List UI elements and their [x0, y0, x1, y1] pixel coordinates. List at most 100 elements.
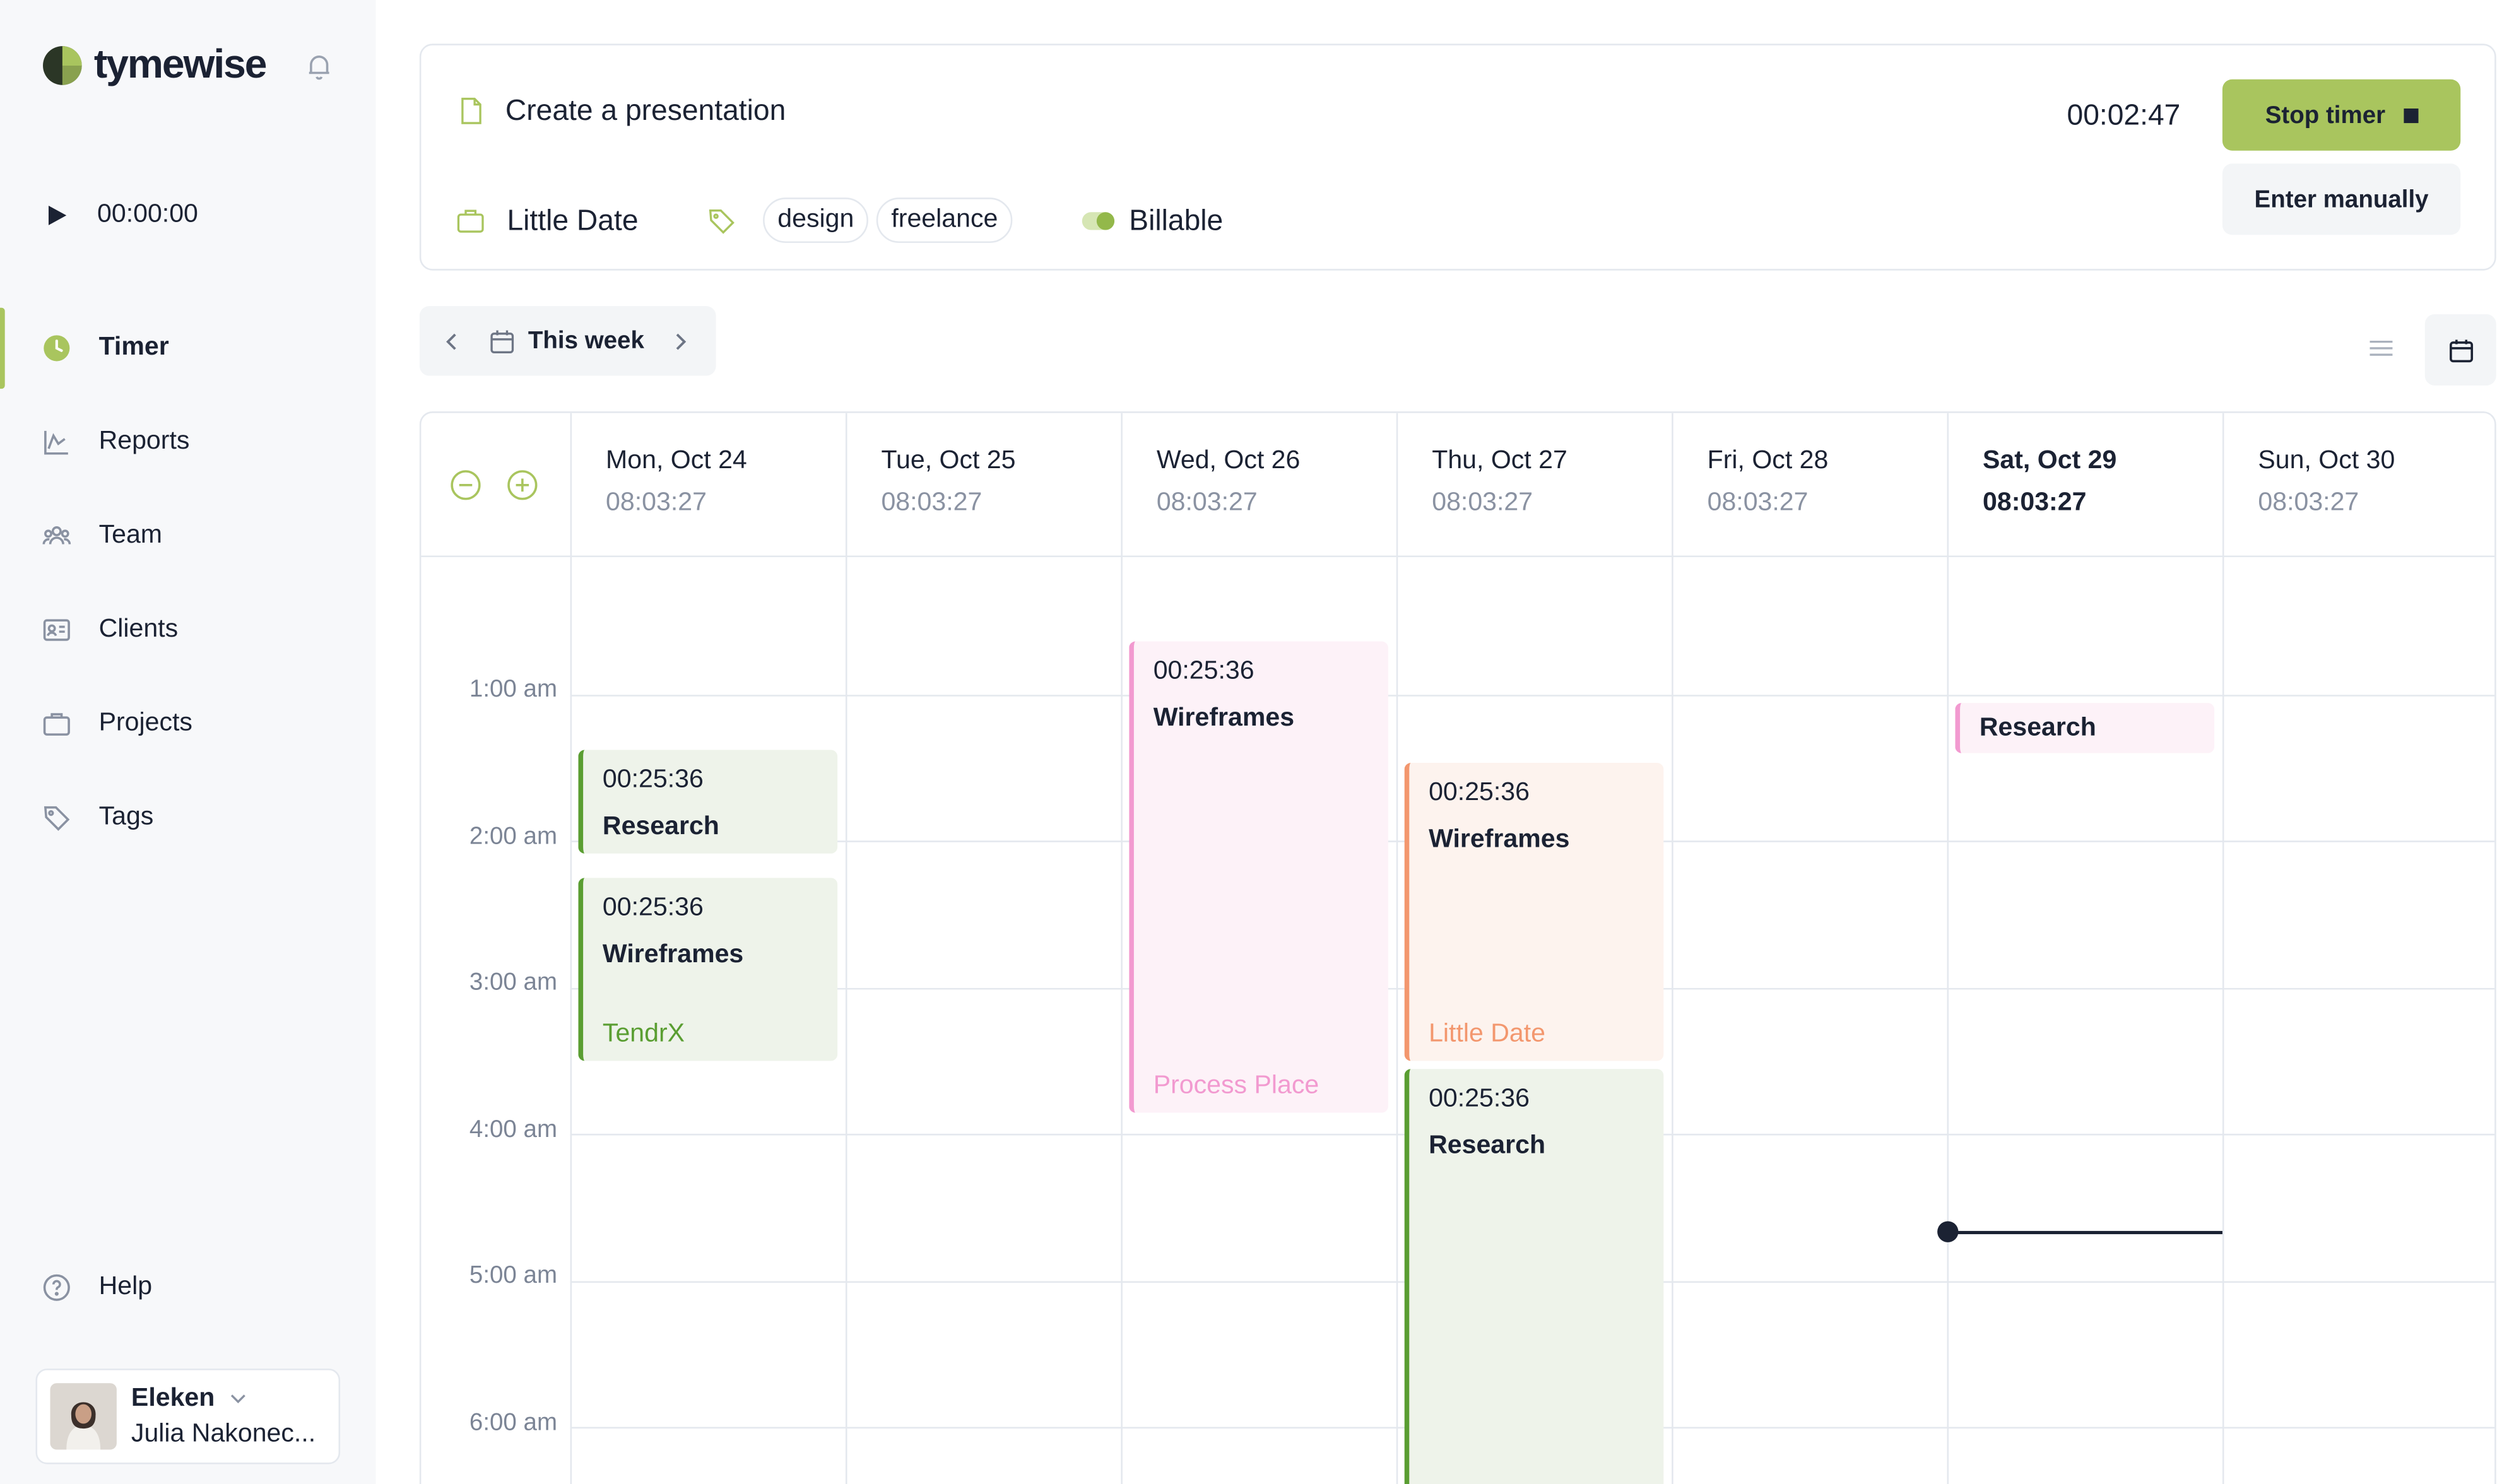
time-entry[interactable]: Research: [1955, 703, 2215, 753]
avatar: [50, 1383, 117, 1450]
entry-duration: 00:25:36: [602, 893, 704, 922]
entry-title: Research: [1429, 1132, 1546, 1160]
day-header-thu[interactable]: Thu, Oct 27 08:03:27: [1432, 447, 1567, 518]
entry-title: Wireframes: [1429, 826, 1570, 854]
zoom-out-icon[interactable]: [451, 469, 481, 500]
current-time-line: [1947, 1230, 2222, 1235]
nav-item-reports[interactable]: Reports: [0, 395, 376, 489]
day-header-tue[interactable]: Tue, Oct 25 08:03:27: [881, 447, 1015, 518]
day-total: 08:03:27: [1983, 489, 2087, 517]
help-icon: [43, 1274, 70, 1301]
billable-label: Billable: [1129, 203, 1224, 236]
task-description-field[interactable]: Create a presentation: [460, 94, 786, 128]
day-total: 08:03:27: [1707, 489, 1809, 517]
tag-chip-design[interactable]: design: [763, 197, 869, 244]
day-total: 08:03:27: [1156, 489, 1258, 517]
time-entry[interactable]: 00:25:36 Wireframes TendrX: [578, 878, 838, 1061]
logo[interactable]: tymewise: [42, 42, 268, 89]
bell-icon[interactable]: [306, 52, 332, 81]
day-header-sun[interactable]: Sun, Oct 30 08:03:27: [2258, 447, 2395, 518]
week-navigator: This week: [419, 306, 716, 376]
day-date: Thu, Oct 27: [1432, 447, 1567, 475]
nav-item-label: Clients: [98, 615, 179, 644]
help-link[interactable]: Help: [42, 1273, 152, 1302]
brand-name: tymewise: [93, 42, 268, 88]
elapsed-time: 00:02:47: [2067, 98, 2181, 131]
day-date: Mon, Oct 24: [606, 447, 747, 475]
day-date: Sun, Oct 30: [2258, 447, 2395, 475]
timer-entry-card: Create a presentation Little Date design…: [419, 44, 2496, 271]
chevron-left-icon[interactable]: [442, 331, 462, 351]
clock-icon: [44, 335, 70, 362]
day-total: 08:03:27: [2258, 489, 2359, 517]
time-entry[interactable]: 00:25:36 Research: [578, 750, 838, 854]
nav-item-label: Projects: [98, 709, 192, 737]
list-view-icon[interactable]: [2368, 337, 2394, 360]
day-total: 08:03:27: [881, 489, 983, 517]
week-label[interactable]: This week: [528, 327, 644, 355]
chevron-down-icon: [230, 1394, 245, 1404]
enter-manually-button[interactable]: Enter manually: [2222, 163, 2461, 235]
day-header-fri[interactable]: Fri, Oct 28 08:03:27: [1708, 447, 1829, 518]
entry-title: Research: [602, 813, 719, 841]
day-header-wed[interactable]: Wed, Oct 26 08:03:27: [1157, 447, 1301, 518]
id-card-icon: [43, 619, 70, 641]
sidebar: tymewise 00:00:00 Timer Reports: [0, 0, 376, 1484]
toggle-switch[interactable]: [1082, 211, 1115, 230]
hour-label: 6:00 am: [469, 1409, 558, 1437]
calendar-icon: [490, 329, 514, 353]
entry-client: TendrX: [602, 1020, 685, 1048]
day-date: Wed, Oct 26: [1156, 447, 1301, 475]
time-entry[interactable]: 00:25:36 Wireframes Process Place: [1129, 641, 1388, 1113]
stop-timer-button[interactable]: Stop timer: [2222, 79, 2461, 151]
briefcase-icon: [457, 209, 484, 232]
tag-icon[interactable]: [708, 206, 736, 234]
calendar-grid: [421, 413, 2495, 1484]
hour-label: 3:00 am: [469, 969, 558, 996]
day-header-sat[interactable]: Sat, Oct 29 08:03:27: [1983, 447, 2116, 518]
stop-timer-label: Stop timer: [2265, 101, 2386, 129]
nav-item-timer[interactable]: Timer: [0, 301, 376, 395]
nav-item-team[interactable]: Team: [0, 489, 376, 583]
hour-label: 1:00 am: [469, 675, 558, 704]
billable-toggle[interactable]: Billable: [1082, 203, 1223, 237]
time-entry[interactable]: 00:25:36 Research: [1404, 1069, 1664, 1484]
stop-icon: [2403, 107, 2418, 122]
day-date: Fri, Oct 28: [1707, 447, 1829, 475]
day-total: 08:03:27: [1432, 489, 1533, 517]
day-header-mon[interactable]: Mon, Oct 24 08:03:27: [606, 447, 747, 518]
tag-icon: [44, 806, 70, 831]
project-selector[interactable]: Little Date: [457, 203, 639, 237]
zoom-in-icon[interactable]: [507, 469, 538, 500]
project-name: Little Date: [507, 203, 639, 236]
hour-label: 4:00 am: [469, 1116, 558, 1144]
time-entry[interactable]: 00:25:36 Wireframes Little Date: [1404, 763, 1664, 1061]
nav-item-projects[interactable]: Projects: [0, 677, 376, 771]
chevron-right-icon[interactable]: [670, 331, 690, 351]
entry-title: Wireframes: [1153, 704, 1295, 733]
entry-duration: 00:25:36: [1429, 1085, 1530, 1113]
nav-item-tags[interactable]: Tags: [0, 771, 376, 865]
nav-item-label: Reports: [98, 427, 190, 456]
main-nav: Timer Reports Team Clients: [0, 301, 376, 864]
briefcase-icon: [43, 713, 70, 736]
day-total: 08:03:27: [606, 489, 707, 517]
user-name: Julia Nakonec...: [131, 1419, 316, 1447]
entry-duration: 00:25:36: [1153, 657, 1254, 685]
quick-start-timer[interactable]: 00:00:00: [45, 201, 198, 230]
calendar-view-button[interactable]: [2424, 314, 2496, 386]
help-label: Help: [98, 1273, 153, 1301]
calendar-icon: [2448, 339, 2472, 362]
chart-icon: [44, 430, 68, 455]
entry-client: Process Place: [1153, 1072, 1319, 1100]
play-icon: [49, 206, 67, 225]
document-icon: [461, 97, 481, 124]
user-menu[interactable]: Eleken Julia Nakonec...: [35, 1369, 341, 1464]
entry-duration: 00:25:36: [602, 766, 704, 794]
tag-chip-freelance[interactable]: freelance: [876, 197, 1013, 244]
nav-item-label: Team: [98, 521, 163, 550]
logo-mark-icon: [43, 46, 82, 85]
entry-title: Wireframes: [602, 941, 744, 969]
nav-item-clients[interactable]: Clients: [0, 583, 376, 677]
entry-title: Research: [1979, 714, 2096, 742]
